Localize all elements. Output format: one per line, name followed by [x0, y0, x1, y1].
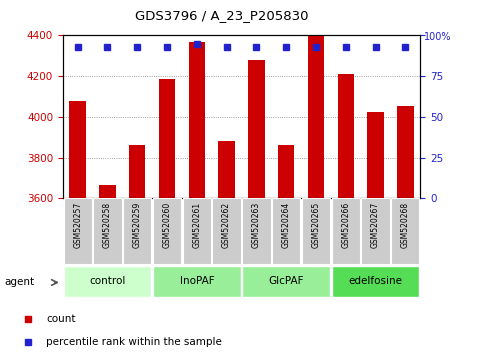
Bar [278, 145, 294, 198]
Bar [242, 266, 330, 297]
Text: control: control [89, 276, 126, 286]
Bar [218, 141, 235, 198]
Text: GSM520262: GSM520262 [222, 201, 231, 248]
Text: percentile rank within the sample: percentile rank within the sample [46, 337, 222, 347]
Bar [99, 185, 115, 198]
Text: count: count [46, 314, 75, 324]
Text: agent: agent [5, 278, 35, 287]
Bar [248, 60, 265, 198]
Bar [153, 198, 181, 264]
Bar [189, 41, 205, 198]
Bar [368, 112, 384, 198]
Bar [397, 105, 413, 198]
Bar [308, 36, 324, 198]
Bar [93, 198, 122, 264]
Text: GSM520266: GSM520266 [341, 201, 350, 248]
Bar [129, 145, 145, 198]
Bar [338, 74, 354, 198]
Bar [213, 198, 241, 264]
Bar [332, 198, 360, 264]
Text: InoPAF: InoPAF [180, 276, 214, 286]
Bar [361, 198, 390, 264]
Bar [153, 266, 241, 297]
Bar [70, 101, 86, 198]
Text: GSM520257: GSM520257 [73, 201, 82, 248]
Text: GSM520267: GSM520267 [371, 201, 380, 248]
Bar [332, 266, 419, 297]
Bar [159, 79, 175, 198]
Text: GSM520264: GSM520264 [282, 201, 291, 248]
Text: GSM520263: GSM520263 [252, 201, 261, 248]
Bar [391, 198, 419, 264]
Bar [183, 198, 211, 264]
Bar [242, 198, 270, 264]
Bar [64, 266, 151, 297]
Text: GSM520268: GSM520268 [401, 201, 410, 248]
Text: GSM520259: GSM520259 [133, 201, 142, 248]
Bar [123, 198, 151, 264]
Text: GSM520265: GSM520265 [312, 201, 320, 248]
Text: 100%: 100% [424, 32, 452, 42]
Text: GlcPAF: GlcPAF [269, 276, 304, 286]
Bar [272, 198, 300, 264]
Bar [64, 198, 92, 264]
Text: edelfosine: edelfosine [349, 276, 402, 286]
Text: GSM520258: GSM520258 [103, 201, 112, 248]
Text: GDS3796 / A_23_P205830: GDS3796 / A_23_P205830 [135, 9, 309, 22]
Bar [302, 198, 330, 264]
Text: GSM520261: GSM520261 [192, 201, 201, 248]
Text: GSM520260: GSM520260 [163, 201, 171, 248]
